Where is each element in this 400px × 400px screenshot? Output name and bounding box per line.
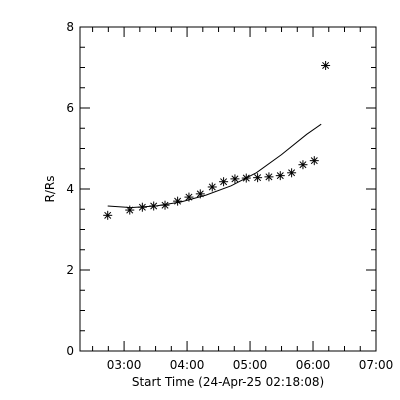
asterisk-marker [219, 177, 229, 187]
y-tick-label: 0 [66, 344, 74, 358]
fit-curve [107, 123, 322, 209]
asterisk-marker [125, 205, 135, 215]
asterisk-marker [287, 168, 297, 178]
y-tick-label: 6 [66, 101, 74, 115]
y-axis-tick-labels: 0 2 4 6 8 [66, 20, 74, 358]
asterisk-marker [298, 160, 308, 170]
y-tick-label: 2 [66, 263, 74, 277]
x-axis-label: Start Time (24-Apr-25 02:18:08) [132, 375, 324, 389]
asterisk-marker [253, 173, 263, 183]
x-axis-ticks [92, 27, 377, 351]
asterisk-marker [137, 202, 147, 212]
asterisk-marker [173, 196, 183, 206]
x-tick-label: 06:00 [296, 358, 331, 372]
y-tick-label: 8 [66, 20, 74, 34]
asterisk-marker [103, 210, 113, 220]
asterisk-marker [321, 60, 331, 70]
asterisk-marker [149, 201, 159, 211]
y-axis-label: R/Rs [43, 176, 57, 203]
asterisk-marker [241, 173, 251, 183]
asterisk-marker [264, 172, 274, 182]
asterisk-marker [230, 174, 240, 184]
asterisk-marker [184, 192, 194, 202]
asterisk-marker [207, 182, 217, 192]
x-tick-label: 04:00 [170, 358, 205, 372]
y-axis-ticks [80, 26, 376, 352]
x-tick-label: 07:00 [359, 358, 394, 372]
plot-frame [79, 26, 377, 352]
asterisk-marker [160, 200, 170, 210]
x-axis-tick-labels: 03:00 04:00 05:00 06:00 07:00 [107, 358, 394, 372]
asterisk-marker [195, 189, 205, 199]
x-tick-label: 05:00 [233, 358, 268, 372]
asterisk-marker [275, 171, 285, 181]
x-tick-label: 03:00 [107, 358, 142, 372]
asterisk-marker [309, 156, 319, 166]
data-points [103, 60, 331, 220]
y-tick-label: 4 [66, 182, 74, 196]
